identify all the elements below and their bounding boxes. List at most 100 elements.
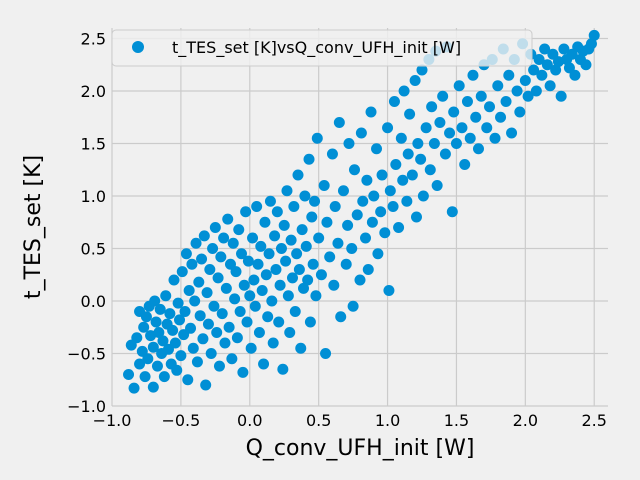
data-point — [211, 327, 223, 338]
data-point — [277, 363, 289, 375]
data-point — [176, 266, 188, 278]
data-point — [355, 127, 367, 139]
data-point — [387, 201, 399, 212]
data-point — [264, 195, 276, 207]
data-point — [154, 303, 166, 315]
data-point — [555, 90, 567, 102]
data-point — [415, 153, 427, 165]
data-point — [376, 169, 388, 181]
data-point — [424, 164, 436, 176]
data-point — [263, 248, 275, 260]
data-point — [588, 29, 600, 41]
data-point — [368, 190, 380, 202]
data-point — [200, 379, 212, 391]
x-tick-label: −1.0 — [93, 411, 132, 430]
data-point — [310, 290, 322, 302]
data-point — [500, 96, 512, 107]
data-point — [169, 337, 181, 349]
data-point — [255, 240, 267, 252]
data-point — [237, 366, 249, 378]
data-point — [186, 258, 198, 270]
data-point — [456, 122, 468, 134]
x-tick-label: −0.5 — [161, 411, 200, 430]
legend-marker — [132, 41, 144, 53]
data-point — [249, 300, 261, 312]
data-point — [528, 64, 540, 76]
data-point — [309, 195, 321, 207]
data-point — [409, 75, 421, 86]
x-tick-label: 0.5 — [306, 411, 331, 430]
data-point — [431, 180, 443, 191]
data-point — [280, 255, 292, 267]
data-point — [492, 80, 504, 92]
data-point — [164, 308, 176, 320]
data-point — [288, 201, 300, 212]
data-point — [361, 174, 373, 186]
data-point — [278, 219, 290, 231]
data-point — [274, 279, 286, 291]
data-point — [149, 295, 161, 307]
data-point — [134, 358, 146, 370]
data-point — [333, 117, 345, 128]
data-point — [207, 243, 219, 254]
data-point — [326, 148, 338, 160]
data-point — [285, 234, 297, 246]
data-points — [123, 29, 600, 394]
data-point — [213, 360, 225, 372]
data-point — [171, 364, 183, 376]
data-point — [342, 219, 354, 231]
data-point — [256, 285, 268, 296]
data-point — [437, 90, 449, 102]
data-point — [216, 308, 228, 320]
data-point — [193, 276, 205, 288]
legend: t_TES_set [K]vsQ_conv_UFH_init [W] — [111, 29, 533, 67]
data-point — [390, 159, 402, 170]
data-point — [223, 321, 235, 333]
data-point — [580, 59, 592, 71]
y-tick-label: −0.5 — [67, 345, 106, 364]
data-point — [236, 248, 248, 260]
data-point — [337, 185, 349, 197]
data-point — [382, 122, 394, 134]
y-tick-label: 0.0 — [81, 292, 106, 311]
grid — [111, 28, 608, 407]
data-point — [406, 169, 418, 181]
data-point — [218, 232, 230, 244]
data-point — [175, 350, 187, 362]
x-tick-label: 2.0 — [513, 411, 538, 430]
data-point — [346, 243, 358, 254]
data-point — [383, 285, 395, 296]
data-point — [296, 224, 308, 236]
data-point — [514, 106, 526, 118]
data-point — [300, 240, 312, 252]
data-point — [269, 230, 281, 242]
data-point — [393, 222, 405, 233]
data-point — [187, 342, 199, 354]
data-point — [453, 80, 465, 92]
data-point — [220, 282, 232, 294]
data-point — [450, 138, 462, 149]
data-point — [340, 258, 352, 270]
data-point — [552, 56, 564, 68]
data-point — [182, 374, 194, 386]
data-point — [459, 159, 471, 170]
data-point — [259, 216, 271, 228]
data-point — [138, 321, 150, 333]
data-point — [536, 69, 548, 81]
data-point — [311, 132, 323, 144]
data-point — [332, 237, 344, 249]
data-point — [410, 211, 422, 223]
data-point — [348, 164, 360, 176]
data-point — [273, 316, 285, 328]
data-point — [461, 96, 473, 107]
data-point — [321, 216, 333, 228]
data-point — [190, 237, 202, 249]
data-point — [172, 297, 184, 309]
data-point — [168, 274, 180, 286]
data-point — [417, 190, 429, 202]
data-point — [519, 75, 531, 86]
data-point — [185, 322, 197, 334]
y-axis-label: t_TES_set [K] — [21, 155, 46, 299]
data-point — [226, 353, 238, 365]
